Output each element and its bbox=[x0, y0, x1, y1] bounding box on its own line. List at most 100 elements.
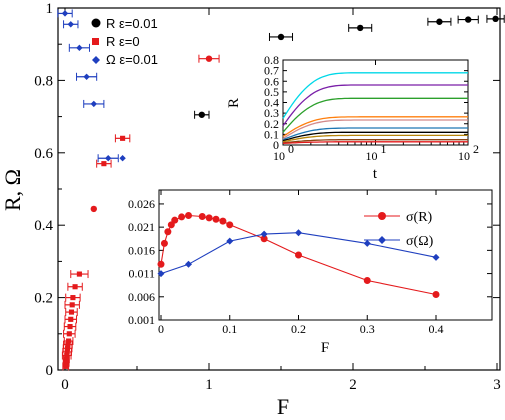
inset-bottom-point-s0 bbox=[219, 217, 227, 225]
inset-top-y-tick-label: 0.7 bbox=[264, 64, 279, 78]
legend-marker-r-eps-0 bbox=[92, 38, 99, 45]
inset-bottom-layer: 0 0.1 0.2 0.3 0.4 0.001 0.006 0.011 0.016 0.021 0.… bbox=[128, 190, 492, 336]
inset-bottom-y-tick-label: 0.026 bbox=[128, 197, 155, 211]
inset-bottom-point-s1 bbox=[157, 270, 165, 278]
main-data-point-s3 bbox=[76, 44, 83, 52]
main-data-point-s0 bbox=[277, 33, 285, 41]
inset-bottom-point-s0 bbox=[164, 228, 172, 236]
main-x-tick-label: 1 bbox=[205, 377, 213, 393]
inset-bottom-x-tick-label: 0.4 bbox=[429, 322, 444, 336]
main-data-point-s0 bbox=[436, 18, 443, 25]
main-data-point-s1 bbox=[63, 360, 69, 366]
inset-bottom-point-s1 bbox=[226, 237, 234, 245]
inset-top-y-tick-label: 0.4 bbox=[264, 96, 279, 110]
main-data-point-s1 bbox=[65, 342, 71, 348]
main-data-point-s1 bbox=[69, 302, 75, 308]
inset-top-layer: 10 0 10 1 10 200.10.20.30.40.50.60.70.8 bbox=[264, 53, 479, 163]
inset-bottom-xlabel: F bbox=[321, 340, 329, 356]
main-ylabel: R, Ω bbox=[0, 169, 25, 211]
main-y-tick-label: 0.4 bbox=[34, 218, 53, 234]
inset-bottom-frame bbox=[158, 189, 493, 321]
main-y-tick-label: 0 bbox=[46, 363, 54, 379]
main-data-point-s1 bbox=[66, 331, 72, 337]
inset-bottom-point-s1 bbox=[260, 230, 268, 238]
inset-top-curve-1 bbox=[282, 84, 468, 127]
main-data-point-s0 bbox=[198, 111, 205, 118]
inset-top-curve-9 bbox=[282, 141, 468, 145]
inset-top-x-tick-exponent: 0 bbox=[288, 142, 294, 156]
inset-bottom-point-s0 bbox=[226, 221, 234, 229]
inset-bottom-point-s1 bbox=[185, 260, 192, 268]
main-data-point-s3 bbox=[119, 155, 126, 162]
legend-label-sigma-r: σ(R) bbox=[406, 210, 433, 225]
legend-marker-omega-eps-001 bbox=[92, 56, 100, 64]
legend-label-r-eps-001: R ε=0.01 bbox=[106, 16, 158, 31]
main-x-tick-label: 0 bbox=[61, 377, 69, 393]
inset-bottom-point-s0 bbox=[205, 214, 213, 222]
inset-top-x-tick-label: 10 bbox=[458, 149, 470, 163]
main-data-point-s0 bbox=[492, 15, 499, 23]
inset-bottom-point-s0 bbox=[295, 251, 302, 259]
main-data-point-s1 bbox=[68, 316, 74, 322]
inset-top-y-tick-label: 0.8 bbox=[264, 53, 279, 67]
inset-top-y-tick-label: 0.3 bbox=[264, 106, 279, 120]
main-x-tick-label: 2 bbox=[349, 377, 357, 393]
main-data-point-s1 bbox=[68, 309, 75, 315]
legend-label-omega-eps-001: Ω ε=0.01 bbox=[106, 52, 158, 67]
main-data-point-s1 bbox=[72, 284, 78, 290]
inset-bottom-x-tick-label: 0 bbox=[158, 322, 164, 336]
inset-top-y-tick-label: 0.6 bbox=[264, 74, 279, 88]
inset-top-curve-2 bbox=[282, 97, 468, 133]
inset-bottom-y-tick-label: 0.001 bbox=[128, 313, 155, 327]
main-legend: R ε=0.01 R ε=0 Ω ε=0.01 bbox=[91, 16, 158, 67]
legend-label-sigma-omega: σ(Ω) bbox=[406, 234, 434, 249]
main-data-point-s2 bbox=[90, 205, 98, 213]
main-data-point-s1 bbox=[64, 349, 70, 355]
main-data-point-s0 bbox=[465, 16, 472, 23]
main-data-point-s1 bbox=[67, 324, 73, 330]
inset-top-x-tick-label: 10 bbox=[366, 149, 378, 163]
inset-top-curve-5 bbox=[282, 127, 468, 141]
main-data-point-s1 bbox=[65, 345, 71, 351]
legend-marker-sigma-r bbox=[378, 212, 386, 220]
inset-bottom-y-tick-label: 0.016 bbox=[128, 243, 155, 257]
inset-bottom-point-s0 bbox=[185, 212, 192, 220]
main-y-tick-label: 0.2 bbox=[34, 291, 53, 307]
main-data-point-s2 bbox=[205, 55, 213, 62]
main-xlabel: F bbox=[277, 394, 289, 419]
inset-top-curve-4 bbox=[282, 119, 468, 140]
inset-bottom-point-s0 bbox=[363, 277, 371, 285]
inset-top-curve-7 bbox=[282, 134, 468, 143]
main-data-point-s1 bbox=[63, 356, 69, 362]
inset-bottom-point-s0 bbox=[432, 290, 440, 298]
main-data-point-s1 bbox=[63, 363, 69, 369]
main-data-point-s1 bbox=[70, 295, 76, 301]
inset-top-curve-6 bbox=[282, 131, 468, 142]
main-y-tick-label: 0.6 bbox=[34, 146, 53, 162]
inset-top-curve-3 bbox=[282, 116, 468, 138]
inset-bottom-point-s0 bbox=[260, 235, 268, 243]
inset-bottom-legend: σ(R) σ(Ω) bbox=[364, 210, 434, 249]
main-data-point-s3 bbox=[67, 21, 74, 28]
inset-top-xlabel: t bbox=[373, 166, 378, 182]
main-plot-layer: 0 1 2 3 0 0.2 0.4 0.6 0.8 1 bbox=[34, 1, 505, 393]
inset-bottom-y-tick-label: 0.011 bbox=[128, 267, 155, 281]
inset-top-x-tick-label: 10 bbox=[273, 149, 285, 163]
inset-top-curve-0 bbox=[282, 72, 468, 119]
main-data-point-s3 bbox=[61, 10, 69, 17]
inset-bottom-x-tick-label: 0.2 bbox=[291, 322, 306, 336]
inset-bottom-point-s0 bbox=[178, 213, 186, 221]
inset-bottom-point-s0 bbox=[198, 212, 206, 220]
legend-label-r-eps-0: R ε=0 bbox=[106, 34, 140, 49]
inset-bottom-y-tick-label: 0.006 bbox=[128, 290, 155, 304]
main-data-point-s3 bbox=[105, 155, 112, 162]
inset-top-ylabel: R bbox=[226, 98, 242, 108]
inset-bottom-x-tick-label: 0.1 bbox=[222, 322, 237, 336]
main-y-tick-label: 1 bbox=[46, 1, 54, 17]
main-data-point-s1 bbox=[66, 338, 72, 344]
inset-bottom-point-s0 bbox=[157, 260, 165, 268]
main-data-point-s1 bbox=[120, 135, 126, 141]
main-data-point-s1 bbox=[64, 352, 70, 359]
inset-top-y-tick-label: 0 bbox=[273, 138, 279, 152]
